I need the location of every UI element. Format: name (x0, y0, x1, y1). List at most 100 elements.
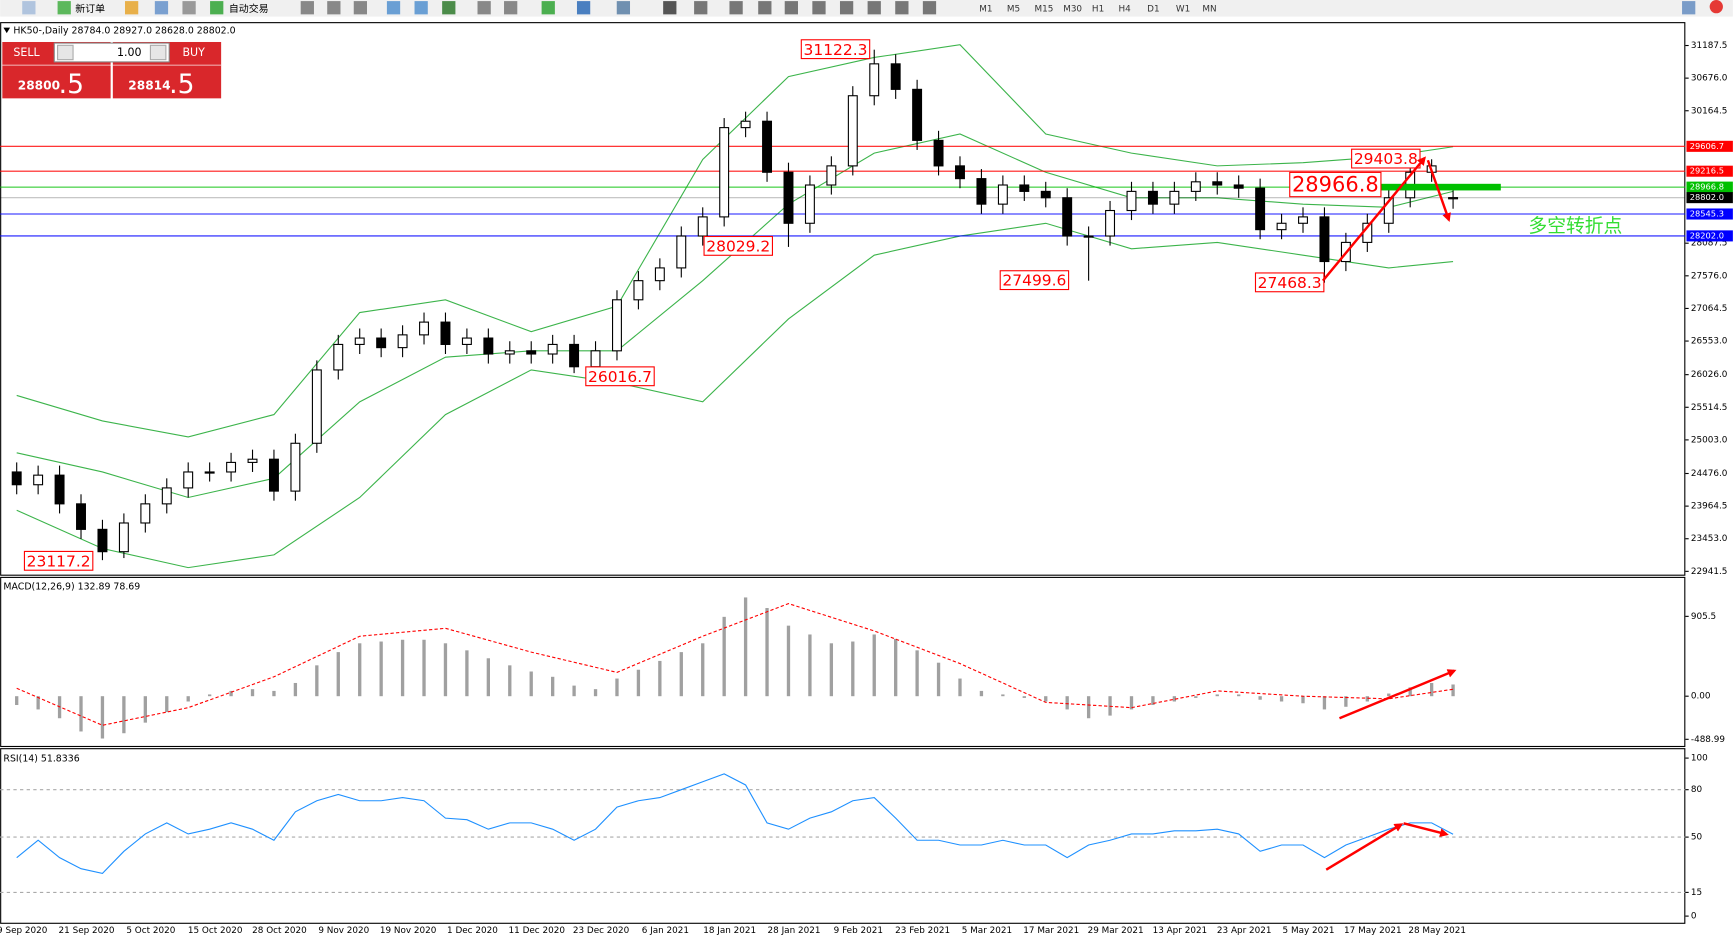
lot-increase[interactable] (149, 44, 167, 61)
macd-bar (701, 643, 705, 697)
auto-trading-button[interactable]: 自动交易 (229, 2, 269, 15)
icon[interactable] (182, 1, 196, 15)
icon[interactable] (839, 1, 854, 15)
candle-body-down (912, 88, 923, 141)
icon[interactable] (414, 1, 428, 15)
macd-bar (658, 660, 662, 697)
icon[interactable] (124, 1, 139, 15)
icon[interactable] (300, 1, 314, 15)
icon[interactable] (616, 1, 631, 15)
macd-bar (1172, 696, 1177, 702)
macd-bar (829, 643, 834, 697)
timeframe-button[interactable]: D1 (1147, 4, 1159, 14)
level-label-bg (1686, 140, 1733, 152)
icon[interactable] (812, 1, 826, 15)
macd-bar (765, 608, 769, 697)
macd-bar (743, 597, 748, 697)
icon[interactable] (729, 1, 743, 15)
candle-body-up (633, 280, 644, 301)
search-icon[interactable] (1682, 1, 1696, 15)
icon[interactable] (210, 1, 224, 15)
candle-body-down (376, 337, 387, 349)
y-tick-label: 80 (1691, 785, 1703, 795)
icon[interactable] (758, 1, 772, 15)
timeframe-button[interactable]: W1 (1176, 4, 1190, 14)
timeframe-button[interactable]: M30 (1063, 4, 1082, 14)
icon[interactable] (353, 1, 368, 15)
icon[interactable] (541, 1, 555, 15)
macd-bar (1151, 696, 1155, 706)
macd-bar (1215, 694, 1219, 697)
alert-icon[interactable] (1709, 0, 1723, 14)
macd-bar (851, 641, 855, 697)
macd-bar (293, 682, 298, 697)
x-tick-label: 21 Sep 2020 (59, 926, 115, 936)
icon[interactable] (576, 1, 591, 15)
candle-body-up (1276, 222, 1287, 231)
macd-bar (165, 696, 169, 713)
y-tick-label: 31187.5 (1691, 41, 1728, 51)
timeframe-button[interactable]: MN (1202, 4, 1216, 14)
icon[interactable] (867, 1, 881, 15)
candle-body-down (97, 528, 108, 553)
candle-body-up (33, 474, 44, 486)
annotation-box (703, 235, 773, 256)
x-tick-label: 15 Oct 2020 (188, 926, 243, 936)
macd-bar (958, 678, 962, 697)
main-title: HK50-,Daily 28784.0 28927.0 28628.0 2880… (13, 25, 235, 36)
lot-box[interactable] (53, 42, 170, 63)
icon[interactable] (154, 1, 169, 15)
candle-body-up (461, 337, 472, 345)
timeframe-button[interactable]: H4 (1118, 4, 1131, 14)
lot-decrease[interactable] (57, 44, 74, 61)
icon[interactable] (895, 1, 909, 15)
timeframe-button[interactable]: M1 (979, 4, 992, 14)
macd-bar (1322, 696, 1327, 710)
candle-body-up (1190, 181, 1201, 192)
icon[interactable] (784, 1, 798, 15)
macd-bar (1451, 684, 1455, 697)
x-tick-label: 28 May 2021 (1408, 926, 1466, 936)
level-label: 28202.0 (1690, 230, 1724, 240)
arrow (1339, 669, 1457, 720)
level-label-bg (1686, 165, 1733, 177)
sell-button[interactable]: SELL (13, 46, 40, 59)
y-tick-label: 22941.5 (1691, 567, 1728, 577)
icon[interactable] (504, 1, 518, 15)
candle-body-down (268, 458, 279, 492)
icon[interactable] (922, 1, 937, 15)
candle-body-down (526, 350, 537, 355)
x-tick-label: 17 Mar 2021 (1023, 926, 1079, 936)
macd-bar (465, 650, 469, 697)
icon[interactable] (663, 1, 677, 15)
level-label-bg (1686, 230, 1733, 242)
trade-panel: SELL 1.00 BUY 28800 .5 28814 .5 (2, 41, 222, 100)
macd-bar (272, 690, 276, 697)
icon[interactable] (477, 1, 491, 15)
macd-bar (207, 694, 212, 697)
pane-icon (3, 27, 11, 34)
candle-body-down (890, 63, 901, 90)
lot-value[interactable]: 1.00 (117, 46, 142, 59)
icon[interactable] (327, 1, 341, 15)
new-order-button[interactable]: 新订单 (75, 2, 105, 15)
timeframe-button[interactable]: M5 (1007, 4, 1020, 14)
icon[interactable] (386, 1, 401, 15)
rsi-line (16, 773, 1454, 875)
icon[interactable] (57, 1, 71, 15)
buy-button[interactable]: BUY (182, 46, 205, 59)
x-tick-label: 9 Feb 2021 (834, 926, 883, 936)
timeframe-button[interactable]: M15 (1034, 4, 1053, 14)
icon[interactable] (442, 1, 456, 15)
candle-body-up (826, 165, 837, 186)
macd-bar (508, 665, 512, 697)
timeframe-button[interactable]: H1 (1092, 4, 1104, 14)
macd-bar (636, 669, 641, 697)
candle-body-down (1212, 181, 1223, 186)
icon[interactable] (22, 1, 36, 15)
candle-body-down (483, 337, 494, 355)
candle-body-down (1062, 197, 1073, 237)
y-tick-label: 0.00 (1691, 692, 1711, 702)
icon[interactable] (694, 1, 708, 15)
candle-body-up (140, 503, 151, 524)
